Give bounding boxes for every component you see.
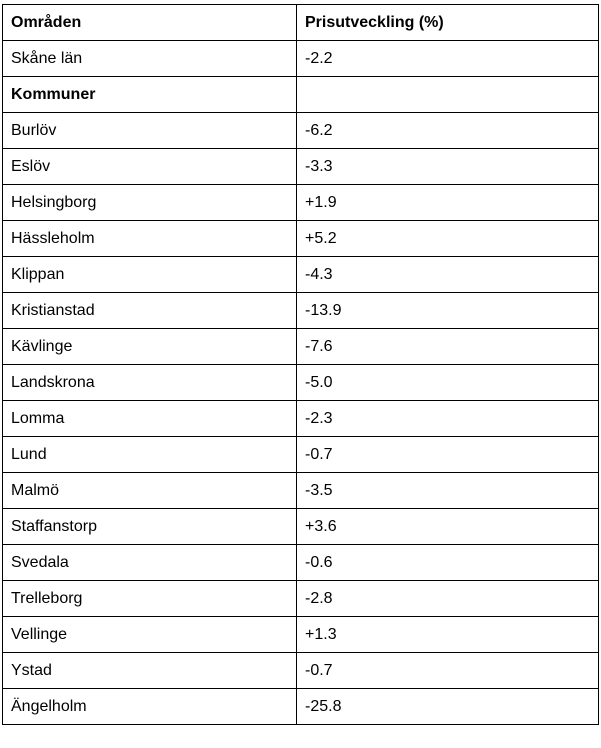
value-cell: -13.9 [296,292,599,329]
table-row: Burlöv -6.2 [2,112,599,149]
price-change-table: Områden Prisutveckling (%) Skåne län -2.… [2,4,599,725]
value-cell: -4.3 [296,256,599,293]
table-row: Lund -0.7 [2,436,599,473]
table-row: Helsingborg +1.9 [2,184,599,221]
value-cell: -0.7 [296,652,599,689]
table-row: Klippan -4.3 [2,256,599,293]
table-row: Staffanstorp +3.6 [2,508,599,545]
area-cell: Burlöv [2,112,297,149]
area-cell: Ängelholm [2,688,297,725]
table-row: Hässleholm +5.2 [2,220,599,257]
value-cell: -7.6 [296,328,599,365]
area-cell: Kävlinge [2,328,297,365]
group-label: Kommuner [2,76,297,113]
table-header-row: Områden Prisutveckling (%) [2,4,599,41]
area-cell: Kristianstad [2,292,297,329]
area-cell: Helsingborg [2,184,297,221]
area-cell: Lomma [2,400,297,437]
value-cell: -3.5 [296,472,599,509]
area-cell: Trelleborg [2,580,297,617]
value-cell: -2.3 [296,400,599,437]
area-cell: Vellinge [2,616,297,653]
area-cell: Hässleholm [2,220,297,257]
header-price-change: Prisutveckling (%) [296,4,599,41]
area-cell: Malmö [2,472,297,509]
value-cell: +3.6 [296,508,599,545]
value-cell: -2.2 [296,40,599,77]
empty-cell [296,76,599,113]
value-cell: +1.9 [296,184,599,221]
area-cell: Eslöv [2,148,297,185]
table-row: Trelleborg -2.8 [2,580,599,617]
table-row-region: Skåne län -2.2 [2,40,599,77]
table-row: Vellinge +1.3 [2,616,599,653]
value-cell: -6.2 [296,112,599,149]
area-cell: Klippan [2,256,297,293]
table-row-group-heading: Kommuner [2,76,599,113]
area-cell: Ystad [2,652,297,689]
table-row: Svedala -0.6 [2,544,599,581]
area-cell: Svedala [2,544,297,581]
table-row: Eslöv -3.3 [2,148,599,185]
value-cell: -2.8 [296,580,599,617]
area-cell: Skåne län [2,40,297,77]
area-cell: Lund [2,436,297,473]
table-row: Ystad -0.7 [2,652,599,689]
value-cell: -5.0 [296,364,599,401]
value-cell: +5.2 [296,220,599,257]
value-cell: -25.8 [296,688,599,725]
table-row: Lomma -2.3 [2,400,599,437]
table-row: Malmö -3.5 [2,472,599,509]
table-row: Kristianstad -13.9 [2,292,599,329]
table-row: Ängelholm -25.8 [2,688,599,725]
area-cell: Landskrona [2,364,297,401]
table-row: Kävlinge -7.6 [2,328,599,365]
value-cell: +1.3 [296,616,599,653]
table-row: Landskrona -5.0 [2,364,599,401]
value-cell: -0.6 [296,544,599,581]
header-areas: Områden [2,4,297,41]
value-cell: -0.7 [296,436,599,473]
area-cell: Staffanstorp [2,508,297,545]
value-cell: -3.3 [296,148,599,185]
